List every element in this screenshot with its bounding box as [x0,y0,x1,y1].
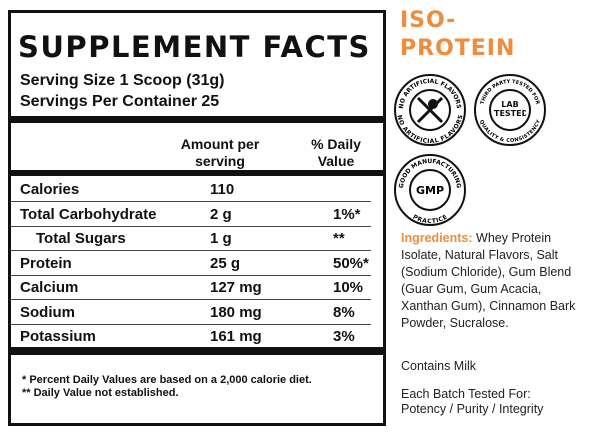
testing-items: Potency / Purity / Integrity [401,402,544,416]
nutrient-amount: 1 g [210,230,232,247]
footnote: * Percent Daily Values are based on a 2,… [22,374,312,386]
thick-rule [11,347,383,355]
footnote: ** Daily Value not established. [22,387,179,399]
nutrient-dv: ** [333,230,345,247]
nutrient-dv: 8% [333,303,355,321]
nutrient-name: Calcium [20,279,79,296]
nutrient-name: Protein [20,254,72,272]
badge-center: LAB TESTED [494,100,526,118]
nutrient-dv: 1%* [333,205,361,223]
ingredients: Ingredients: Whey Protein Isolate, Natur… [401,230,576,332]
badge-text: PRACTICE [412,214,449,225]
facts-panel [8,10,386,426]
dv-header: % Daily Value [311,136,361,169]
nutrient-amount: 127 mg [210,279,262,296]
badges: NO ARTIFICIAL FLAVORS NO ARTIFICIAL FLAV… [394,74,546,226]
servings-per-container: Servings Per Container 25 [20,93,220,110]
svg-text:PRACTICE: PRACTICE [412,214,449,225]
nutrient-name: Total Carbohydrate [20,205,157,223]
nutrient-amount: 25 g [210,254,241,272]
ingredients-label: Ingredients: [401,231,473,245]
fact-row: Sodium 180 mg 8% [11,300,371,325]
nutrient-dv: 3% [333,328,355,345]
fact-row: Calories 110 [11,177,371,202]
nutrient-name: Sodium [20,303,75,321]
brand-line: PROTEIN [400,36,516,61]
testing-heading: Each Batch Tested For: [401,387,531,401]
allergen: Contains Milk [401,359,477,373]
fact-row: Total Sugars 1 g ** [11,226,371,251]
ingredients-text: Whey Protein Isolate, Natural Flavors, S… [401,231,576,330]
amount-header: Amount per serving [180,136,260,169]
nutrient-amount: 2 g [210,205,232,223]
brand-line: ISO- [400,8,457,33]
facts-title: SUPPLEMENT FACTS [18,30,371,64]
nutrient-name: Potassium [20,328,96,345]
serving-size: Serving Size 1 Scoop (31g) [20,72,225,89]
nutrient-amount: 161 mg [210,328,262,345]
badge-center: GMP [416,184,444,197]
nutrient-name: Calories [20,181,80,198]
nutrient-dv: 50%* [333,254,369,272]
fact-row: Potassium 161 mg 3% [11,324,371,348]
fact-row: Calcium 127 mg 10% [11,275,371,300]
thick-rule [11,116,383,123]
nutrient-amount: 110 [210,181,235,198]
fact-row: Total Carbohydrate 2 g 1%* [11,202,371,227]
nutrient-name: Total Sugars [36,230,126,247]
thick-rule [11,170,383,176]
fact-row: Protein 25 g 50%* [11,251,371,276]
nutrient-amount: 180 mg [210,303,262,321]
nutrient-dv: 10% [333,279,364,296]
